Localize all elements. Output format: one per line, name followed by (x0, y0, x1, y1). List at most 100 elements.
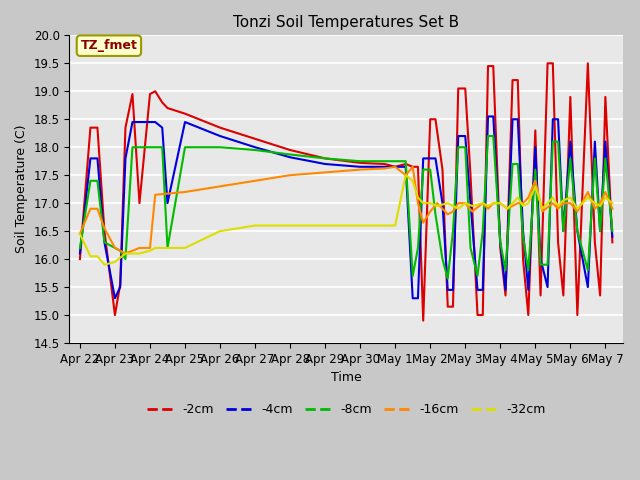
-16cm (409, 164, 417, 169)
-16cm (86, 206, 94, 212)
-16cm (100, 226, 108, 231)
-2cm (467, 172, 474, 178)
-16cm (391, 164, 399, 169)
-4cm (76, 251, 84, 256)
-16cm (356, 167, 364, 172)
-32cm (136, 251, 143, 256)
Line: -32cm: -32cm (80, 175, 612, 264)
-32cm (286, 223, 294, 228)
-32cm (86, 253, 94, 259)
-16cm (402, 172, 410, 178)
-16cm (426, 209, 434, 215)
-16cm (549, 200, 557, 206)
-16cm (122, 251, 129, 256)
Line: -2cm: -2cm (80, 63, 612, 321)
-2cm (391, 164, 399, 169)
-16cm (609, 206, 616, 212)
-32cm (152, 245, 159, 251)
-16cm (514, 200, 522, 206)
-16cm (559, 200, 567, 206)
-8cm (484, 133, 492, 139)
-16cm (584, 189, 592, 195)
-16cm (497, 200, 504, 206)
-32cm (426, 200, 434, 206)
-16cm (414, 200, 422, 206)
-16cm (573, 209, 581, 215)
-32cm (181, 245, 189, 251)
-32cm (461, 200, 469, 206)
Title: Tonzi Soil Temperatures Set B: Tonzi Soil Temperatures Set B (233, 15, 460, 30)
-2cm (497, 245, 504, 251)
-32cm (122, 251, 129, 256)
-2cm (419, 318, 427, 324)
-2cm (76, 256, 84, 262)
-8cm (122, 256, 129, 262)
-16cm (531, 178, 539, 184)
-32cm (449, 203, 457, 209)
-16cm (152, 192, 159, 198)
-8cm (584, 267, 592, 273)
-32cm (514, 195, 522, 201)
-16cm (566, 200, 574, 206)
-32cm (419, 200, 427, 206)
-16cm (468, 209, 476, 215)
-16cm (444, 212, 452, 217)
-16cm (449, 209, 457, 215)
-8cm (609, 228, 616, 234)
-16cm (286, 172, 294, 178)
-32cm (524, 200, 532, 206)
-16cm (381, 166, 388, 171)
-16cm (490, 200, 497, 206)
-32cm (602, 195, 609, 201)
-32cm (584, 195, 592, 201)
-2cm (609, 240, 616, 245)
-8cm (158, 144, 166, 150)
-32cm (381, 223, 388, 228)
-32cm (391, 223, 399, 228)
-16cm (76, 231, 84, 237)
-32cm (100, 262, 108, 267)
-32cm (468, 203, 476, 209)
-4cm (252, 144, 259, 150)
-32cm (591, 200, 598, 206)
-32cm (497, 200, 504, 206)
-32cm (531, 183, 539, 189)
-8cm (76, 245, 84, 251)
-32cm (566, 195, 574, 201)
-16cm (504, 206, 511, 212)
-16cm (602, 189, 609, 195)
-4cm (584, 284, 592, 290)
-32cm (484, 203, 492, 209)
-32cm (573, 206, 581, 212)
-8cm (402, 158, 410, 164)
-32cm (479, 200, 486, 206)
-4cm (484, 114, 492, 120)
-16cm (454, 200, 462, 206)
-2cm (531, 128, 539, 133)
-32cm (409, 178, 417, 184)
-4cm (164, 200, 172, 206)
Y-axis label: Soil Temperature (C): Soil Temperature (C) (15, 125, 28, 253)
-16cm (216, 183, 224, 189)
-2cm (86, 125, 94, 131)
-32cm (146, 248, 154, 253)
-32cm (549, 195, 557, 201)
-32cm (402, 172, 410, 178)
Line: -4cm: -4cm (80, 117, 612, 298)
-2cm (544, 60, 552, 66)
-16cm (479, 200, 486, 206)
-32cm (76, 231, 84, 237)
-16cm (419, 220, 427, 226)
-32cm (252, 223, 259, 228)
-4cm (111, 295, 119, 301)
-16cm (136, 245, 143, 251)
-16cm (93, 206, 101, 212)
-32cm (596, 203, 604, 209)
-32cm (93, 253, 101, 259)
Legend: -2cm, -4cm, -8cm, -16cm, -32cm: -2cm, -4cm, -8cm, -16cm, -32cm (142, 398, 550, 421)
-16cm (181, 189, 189, 195)
-32cm (111, 259, 119, 265)
-16cm (461, 200, 469, 206)
-32cm (504, 206, 511, 212)
-32cm (609, 200, 616, 206)
